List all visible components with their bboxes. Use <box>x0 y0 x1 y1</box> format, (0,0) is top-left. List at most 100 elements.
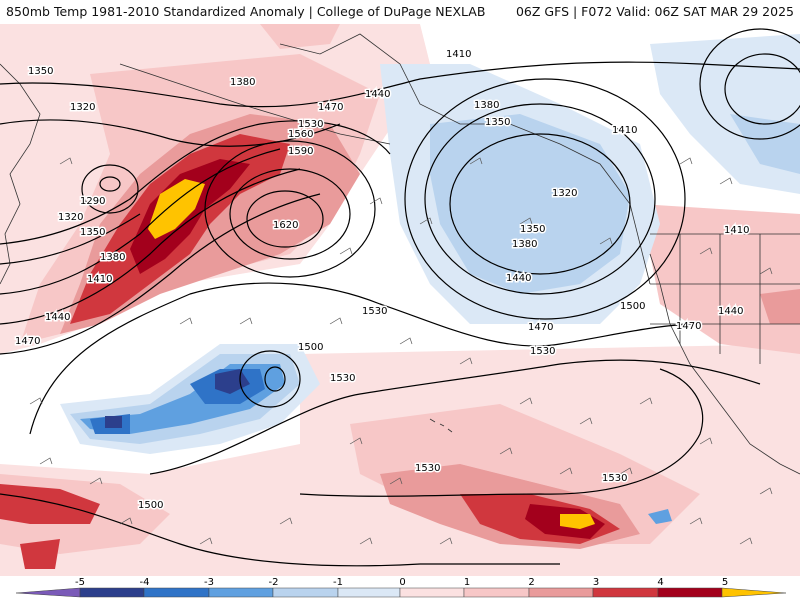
contour-label: 1500 <box>298 342 323 353</box>
contour-line <box>0 168 301 325</box>
contour-label: 1590 <box>288 146 313 157</box>
map-title: 850mb Temp 1981-2010 Standardized Anomal… <box>6 4 486 19</box>
contour-label: 1380 <box>512 239 537 250</box>
positive-anomaly-region <box>560 514 595 529</box>
colorbar-swatch <box>272 587 339 598</box>
map-canvas: 1350 1320 1290 1320 1350 1380 1410 1440 … <box>0 24 800 576</box>
height-contours <box>0 28 800 567</box>
contour-line <box>449 133 631 275</box>
contour-label: 1530 <box>330 373 355 384</box>
contour-label: 1440 <box>506 273 531 284</box>
contour-labels: 1350 1320 1290 1320 1350 1380 1410 1440 … <box>14 48 751 513</box>
colorbar-tick-label: 3 <box>593 577 599 588</box>
contour-label: 1530 <box>362 306 387 317</box>
contour-label: 1470 <box>676 321 701 332</box>
contour-label: 1530 <box>298 119 323 130</box>
contour-label: 1410 <box>446 49 471 60</box>
positive-anomaly-region <box>0 484 100 524</box>
contour-label: 1470 <box>318 102 343 113</box>
contour-label: 1410 <box>612 125 637 136</box>
colorbar-swatch <box>208 587 274 598</box>
contour-label: 1530 <box>602 473 627 484</box>
colorbar-tick-label: -5 <box>75 577 85 588</box>
contour-label: 1350 <box>28 66 53 77</box>
contour-line <box>239 350 301 408</box>
contour-label: 1530 <box>530 346 555 357</box>
positive-anomaly-region <box>20 539 60 569</box>
contour-line <box>404 78 686 320</box>
colorbar-canvas: -5 -4 -3 -2 -1 0 1 2 3 4 5 <box>15 577 787 598</box>
negative-anomaly-region <box>730 114 800 174</box>
contour-line <box>0 213 141 265</box>
contour-line <box>264 366 286 392</box>
colorbar-swatch <box>79 587 145 598</box>
contour-label: 1530 <box>415 463 440 474</box>
contour-line <box>229 168 351 260</box>
coastlines <box>0 33 800 475</box>
colorbar-swatch <box>721 587 787 598</box>
colorbar-swatch <box>528 587 594 598</box>
contour-label: 1500 <box>138 500 163 511</box>
anomaly-colorbar: -5 -4 -3 -2 -1 0 1 2 3 4 5 <box>0 576 800 600</box>
colorbar-tick-label: -2 <box>269 577 279 588</box>
positive-anomaly-region <box>130 159 250 274</box>
colorbar-tick-label: 2 <box>528 577 534 588</box>
contour-label: 1440 <box>365 89 390 100</box>
negative-anomaly-region <box>648 509 672 524</box>
contour-label: 1500 <box>620 301 645 312</box>
colorbar-tick-label: 5 <box>722 577 728 588</box>
contour-label: 1320 <box>70 102 95 113</box>
contour-label: 1410 <box>87 274 112 285</box>
contour-label: 1320 <box>58 212 83 223</box>
colorbar-tick-label: -3 <box>204 577 214 588</box>
contour-line <box>29 282 701 435</box>
west-coast-coastline <box>649 253 800 475</box>
colorbar-swatch <box>15 587 81 598</box>
contour-label: 1470 <box>528 322 553 333</box>
contour-line <box>246 190 324 248</box>
contour-line <box>0 493 560 567</box>
contour-label: 1560 <box>288 129 313 140</box>
negative-anomaly-region <box>105 416 122 428</box>
contour-line <box>99 176 121 192</box>
contour-line <box>0 120 391 245</box>
colorbar-tick-label: 0 <box>399 577 405 588</box>
hawaii-islands <box>429 418 453 433</box>
contour-line <box>724 53 800 125</box>
contour-label: 1380 <box>230 77 255 88</box>
contour-label: 1440 <box>718 306 743 317</box>
contour-label: 1350 <box>485 117 510 128</box>
colorbar-tick-label: -1 <box>333 577 343 588</box>
map-title-bar: 850mb Temp 1981-2010 Standardized Anomal… <box>0 0 800 24</box>
colorbar-swatches <box>15 587 787 598</box>
contour-line <box>81 164 139 214</box>
colorbar-swatch <box>463 587 530 598</box>
positive-anomaly-region <box>148 179 205 239</box>
wind-barb <box>29 157 773 545</box>
positive-anomaly-region <box>260 24 340 49</box>
positive-anomaly-region <box>760 289 800 324</box>
contour-label: 1380 <box>100 252 125 263</box>
asia-coastline <box>0 63 41 285</box>
contour-line <box>699 28 800 140</box>
wind-barbs <box>29 157 773 545</box>
contour-line <box>0 193 321 355</box>
colorbar-swatch <box>657 587 723 598</box>
contour-label: 1290 <box>80 196 105 207</box>
contour-line <box>149 359 761 475</box>
contour-line <box>0 119 341 147</box>
colorbar-swatch <box>399 587 465 598</box>
contour-line <box>424 103 656 295</box>
contour-label: 1350 <box>80 227 105 238</box>
colorbar-tick-label: -4 <box>140 577 150 588</box>
colorbar-swatch <box>143 587 210 598</box>
colorbar-tick-label: 1 <box>464 577 470 588</box>
contour-label: 1440 <box>45 312 70 323</box>
contour-line <box>0 148 281 295</box>
model-valid-time: 06Z GFS | F072 Valid: 06Z SAT MAR 29 202… <box>515 4 794 19</box>
contour-line <box>299 368 704 497</box>
alaska-coastline <box>279 33 651 285</box>
colorbar-swatch <box>337 587 401 598</box>
colorbar-tick-label: 4 <box>657 577 663 588</box>
negative-anomaly-region <box>650 34 800 194</box>
